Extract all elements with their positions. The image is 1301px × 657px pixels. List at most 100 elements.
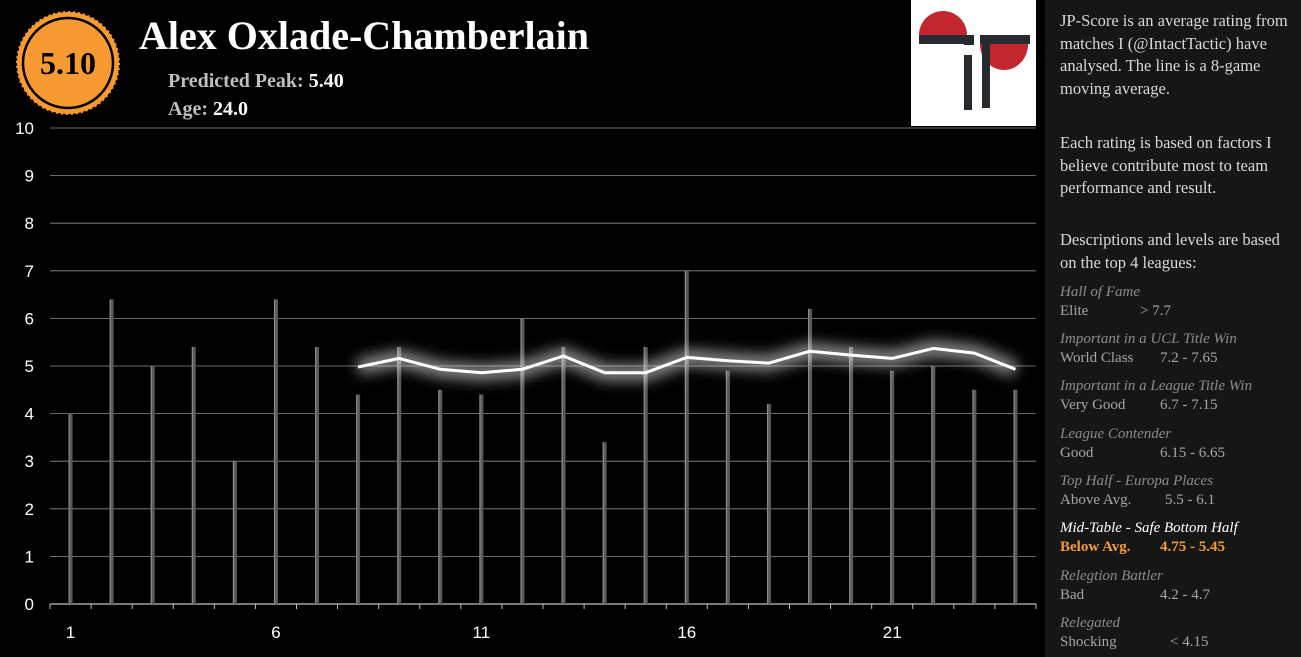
level-item: Hall of Fame Elite > 7.7 (1060, 283, 1300, 321)
player-name: Alex Oxlade-Chamberlain (139, 13, 589, 58)
level-item: Relegated Shocking < 4.15 (1060, 614, 1300, 652)
rating-bar (561, 346, 566, 604)
level-name: Very Good (1060, 397, 1126, 413)
y-tick-label: 2 (25, 500, 34, 519)
rating-bar (602, 442, 607, 604)
rating-bar-edge (725, 370, 728, 604)
predicted-peak-label: Predicted Peak: (168, 70, 304, 92)
rating-bar-edge (315, 346, 317, 604)
rating-bar-edge (68, 413, 70, 604)
y-tick-label: 0 (25, 595, 34, 614)
x-tick-label: 6 (271, 623, 280, 642)
rating-bar-edge (684, 270, 686, 604)
rating-bar-edge (273, 299, 276, 604)
level-detail: Very Good 6.7 - 7.15 (1060, 396, 1300, 415)
rating-bar (109, 299, 114, 604)
level-name: Above Avg. (1060, 492, 1132, 508)
level-title: Important in a League Title Win (1060, 378, 1253, 394)
rating-bar (150, 366, 155, 604)
rating-bar-edge (766, 404, 769, 604)
level-detail: Above Avg. 5.5 - 6.1 (1060, 491, 1300, 510)
x-tick-label: 16 (677, 623, 696, 642)
y-tick-label: 10 (15, 119, 34, 138)
y-tick-label: 1 (25, 547, 34, 566)
rating-bar (972, 389, 977, 604)
rating-bar (232, 461, 237, 604)
rating-bar (849, 346, 854, 604)
score-badge: 5.10 (16, 11, 120, 115)
y-tick-label: 6 (25, 309, 34, 328)
y-tick-label: 8 (25, 214, 34, 233)
intro-text-1: JP-Score is an average rating from match… (1060, 11, 1288, 98)
rating-bar-edge (561, 346, 563, 604)
rating-bar-edge (643, 346, 645, 604)
rating-bar-edge (356, 394, 358, 604)
rating-bar-edge (479, 394, 481, 604)
rating-bar-edge (232, 461, 235, 604)
level-range: 7.2 - 7.65 (1160, 350, 1218, 366)
rating-bar-edge (438, 389, 440, 604)
rating-bar (520, 318, 525, 604)
x-tick-label: 11 (473, 623, 491, 642)
level-item: Top Half - Europa Places Above Avg. 5.5 - … (1060, 472, 1300, 510)
rating-bar-edge (520, 318, 522, 604)
level-range: < 4.15 (1170, 634, 1209, 650)
level-item: League Contender Good 6.15 - 6.65 (1060, 425, 1300, 463)
level-range: 4.2 - 4.7 (1160, 587, 1210, 603)
rating-bar-edge (972, 389, 974, 604)
rating-bar (356, 394, 361, 604)
level-name: Good (1060, 445, 1094, 461)
x-tick-label: 1 (66, 623, 75, 642)
level-name: World Class (1060, 350, 1134, 366)
level-detail: Elite > 7.7 (1060, 302, 1300, 321)
rating-bar (766, 404, 771, 604)
level-title: Hall of Fame (1060, 284, 1140, 300)
rating-bar (191, 346, 196, 604)
level-title: Important in a UCL Title Win (1060, 331, 1237, 347)
level-item: Mid-Table - Safe Bottom Half Below Avg. 4.… (1060, 519, 1300, 557)
level-detail: Bad 4.2 - 4.7 (1060, 586, 1300, 605)
level-item: Important in a UCL Title Win World Class 7… (1060, 330, 1300, 368)
level-detail: World Class 7.2 - 7.65 (1060, 349, 1300, 368)
level-detail: Good 6.15 - 6.65 (1060, 444, 1300, 463)
level-title: Mid-Table - Safe Bottom Half (1060, 520, 1238, 536)
y-tick-label: 4 (25, 405, 34, 424)
brand-logo (911, 0, 1036, 126)
score-value: 5.10 (40, 45, 96, 81)
level-range: 6.15 - 6.65 (1160, 445, 1225, 461)
rating-bar (808, 308, 813, 604)
age-label: Age: (168, 98, 208, 120)
level-detail: Shocking < 4.15 (1060, 633, 1300, 652)
rating-bar-edge (808, 308, 810, 604)
age-value: 24.0 (212, 98, 248, 120)
rating-bar-edge (602, 442, 604, 604)
rating-bar (684, 270, 689, 604)
rating-bar-edge (191, 346, 193, 604)
y-tick-label: 9 (25, 167, 34, 186)
level-name: Bad (1060, 587, 1085, 603)
y-tick-label: 7 (25, 262, 34, 281)
level-title: Relegated (1060, 615, 1120, 631)
rating-bar (315, 346, 320, 604)
level-range: 4.75 - 5.45 (1160, 539, 1225, 555)
rating-bar-edge (109, 299, 111, 604)
rating-bar-edge (890, 370, 892, 604)
level-title: Top Half - Europa Places (1060, 473, 1214, 489)
level-range: > 7.7 (1140, 303, 1171, 319)
intro-text-2: Each rating is based on factors I believ… (1060, 133, 1272, 197)
level-name: Shocking (1060, 634, 1117, 650)
y-tick-label: 5 (25, 357, 34, 376)
rating-bar (643, 346, 648, 604)
y-tick-label: 3 (25, 452, 34, 471)
level-item: Important in a League Title Win Very Good… (1060, 377, 1300, 415)
predicted-peak-value: 5.40 (308, 70, 344, 92)
level-detail: Below Avg. 4.75 - 5.45 (1060, 538, 1300, 557)
rating-bar (479, 394, 484, 604)
rating-bar (725, 370, 730, 604)
rating-bar-edge (931, 366, 933, 604)
rating-bar-edge (849, 346, 851, 604)
rating-bar (68, 413, 73, 604)
level-title: League Contender (1060, 426, 1172, 442)
rating-bar-edge (150, 366, 152, 604)
